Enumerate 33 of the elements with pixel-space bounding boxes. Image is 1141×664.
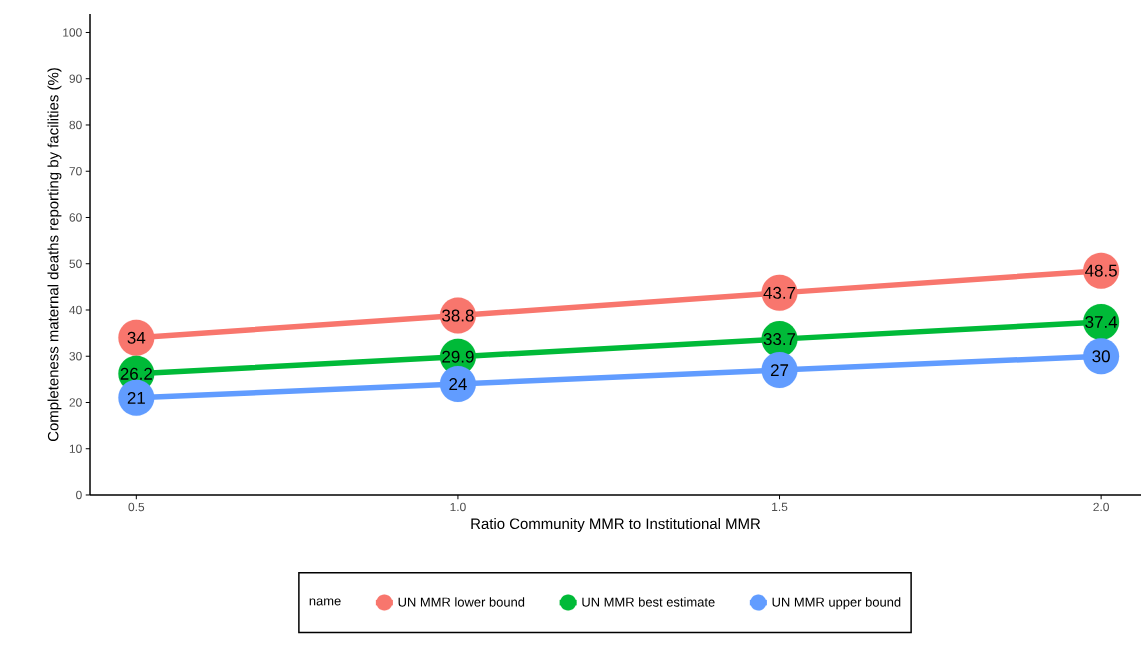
x-tick-label: 1.0 (450, 502, 466, 512)
y-tick-label: 100 (63, 28, 82, 37)
data-label: 48.5 (1085, 264, 1117, 277)
y-tick-label: 40 (69, 305, 82, 315)
y-tick-label: 60 (69, 213, 82, 222)
x-axis-title: Ratio Community MMR to Institutional MMR (471, 518, 761, 532)
y-tick-label: 80 (69, 120, 82, 130)
y-tick-label: 90 (69, 74, 82, 83)
legend-label: UN MMR best estimate (582, 597, 715, 607)
data-label: 21 (127, 391, 145, 404)
data-label: 29.9 (442, 350, 474, 363)
data-label: 34 (127, 331, 146, 344)
y-tick-label: 50 (69, 259, 82, 268)
legend-label: UN MMR lower bound (398, 597, 525, 607)
data-label: 27 (770, 364, 789, 377)
data-label: 38.8 (442, 309, 474, 322)
y-axis-title: Completeness maternal deaths reporting by facilities (%) (47, 68, 62, 442)
y-tick-label: 20 (69, 398, 82, 407)
data-label: 43.7 (763, 286, 796, 299)
y-tick-label: 0 (76, 490, 82, 500)
legend-label: UN MMR upper bound (772, 597, 901, 610)
legend-title: name (309, 598, 341, 606)
x-tick-label: 1.5 (772, 502, 788, 512)
data-label: 26.2 (120, 367, 152, 380)
data-label: 24 (449, 378, 467, 390)
data-label: 37.4 (1085, 316, 1118, 329)
y-tick-label: 10 (69, 444, 82, 453)
x-tick-label: 0.5 (128, 502, 145, 512)
y-tick-label: 70 (69, 167, 82, 176)
data-label: 33.7 (763, 333, 796, 346)
y-tick-label: 30 (69, 352, 82, 361)
data-label: 30 (1092, 350, 1110, 363)
x-tick-label: 2.0 (1093, 502, 1109, 512)
